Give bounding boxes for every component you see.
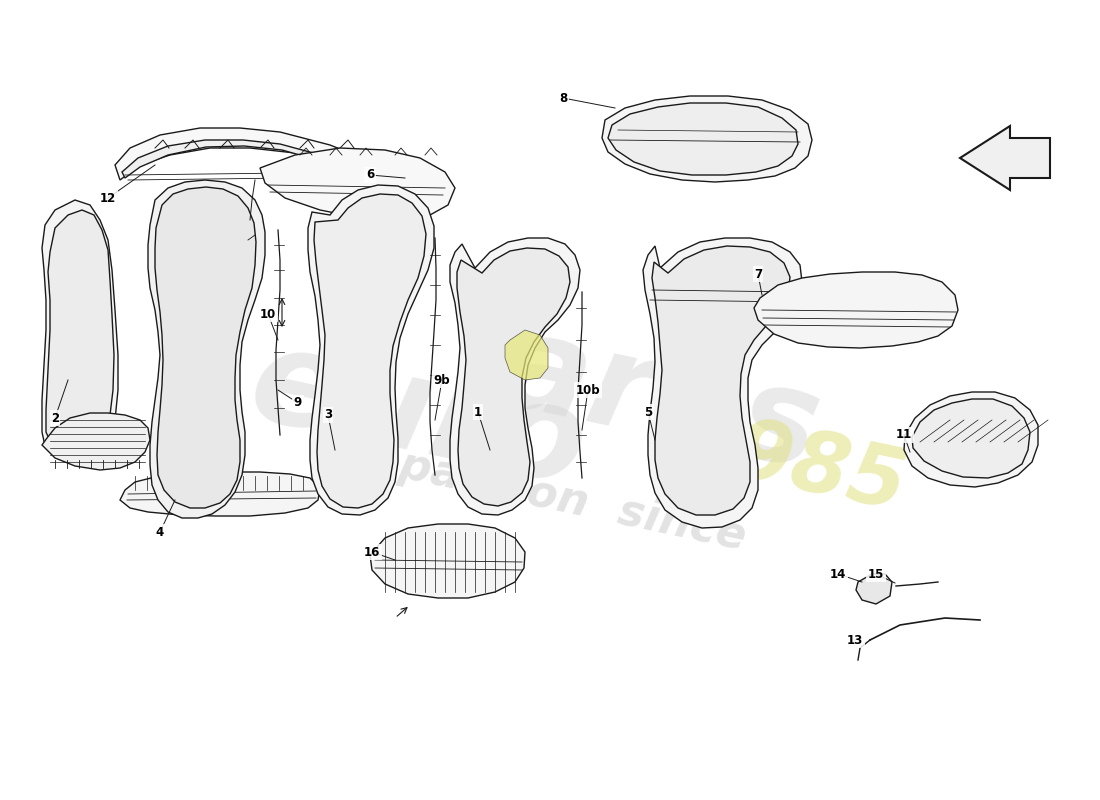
- Text: 2: 2: [51, 411, 59, 425]
- Text: a passion  since: a passion since: [351, 434, 749, 558]
- Text: 9b: 9b: [433, 374, 450, 386]
- Polygon shape: [856, 574, 892, 604]
- Polygon shape: [608, 103, 798, 175]
- Polygon shape: [450, 238, 580, 515]
- Polygon shape: [155, 187, 256, 508]
- Polygon shape: [120, 472, 320, 516]
- Text: 12: 12: [100, 191, 117, 205]
- Polygon shape: [505, 330, 548, 380]
- Text: ares: ares: [490, 304, 830, 496]
- Polygon shape: [122, 140, 385, 188]
- Polygon shape: [314, 194, 426, 508]
- Text: 3: 3: [323, 409, 332, 422]
- Polygon shape: [644, 238, 802, 528]
- Text: 7: 7: [754, 267, 762, 281]
- Polygon shape: [602, 96, 812, 182]
- Polygon shape: [42, 413, 150, 470]
- Polygon shape: [260, 148, 455, 220]
- Text: 10: 10: [260, 307, 276, 321]
- Text: 13: 13: [847, 634, 864, 646]
- Text: 4: 4: [156, 526, 164, 538]
- Text: 16: 16: [364, 546, 381, 558]
- Text: 14: 14: [829, 567, 846, 581]
- Text: 10b: 10b: [575, 383, 601, 397]
- Polygon shape: [308, 185, 435, 515]
- Text: 11: 11: [895, 429, 912, 442]
- Text: 9: 9: [294, 397, 302, 410]
- Polygon shape: [46, 210, 114, 447]
- Polygon shape: [912, 399, 1030, 478]
- Text: 6: 6: [366, 169, 374, 182]
- Polygon shape: [42, 200, 118, 458]
- Polygon shape: [904, 392, 1038, 487]
- Text: euro: euro: [239, 318, 597, 514]
- Polygon shape: [960, 126, 1050, 190]
- Polygon shape: [456, 248, 570, 506]
- Text: 5: 5: [644, 406, 652, 418]
- Text: 1985: 1985: [670, 400, 914, 528]
- Text: 1: 1: [474, 406, 482, 418]
- Polygon shape: [116, 128, 395, 192]
- Text: 15: 15: [868, 567, 884, 581]
- Polygon shape: [652, 246, 790, 515]
- Polygon shape: [754, 272, 958, 348]
- Polygon shape: [370, 524, 525, 598]
- Polygon shape: [148, 180, 265, 518]
- Text: 8: 8: [559, 91, 568, 105]
